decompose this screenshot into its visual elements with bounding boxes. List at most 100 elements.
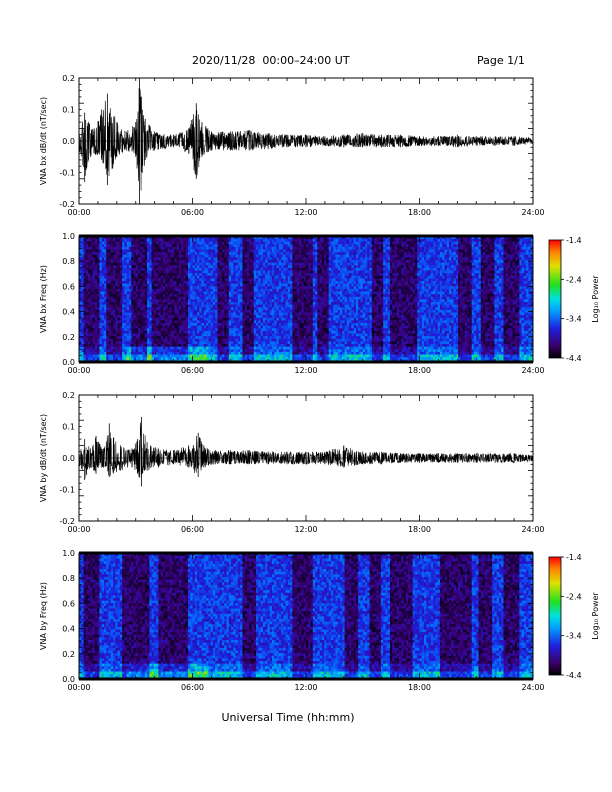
spectrogram-cell [160,246,164,250]
spectrogram-cell [233,272,237,276]
spectrogram-cell [258,356,261,360]
spectrogram-cell [117,296,121,300]
spectrogram-cell [306,309,309,313]
spectrogram-cell [94,236,98,240]
spectrogram-cell [167,301,171,305]
spectrogram-cell [174,293,178,297]
spectrogram-cell [153,351,157,355]
spectrogram-cell [92,338,96,342]
spectrogram-cell [119,264,123,268]
spectrogram-cell [117,288,121,292]
spectrogram-cell [103,257,107,261]
spectrogram-cell [147,327,150,331]
spectrogram-cell [158,251,162,255]
spectrogram-cell [201,348,205,352]
spectrogram-cell [115,249,118,253]
spectrogram-cell [192,264,196,268]
spectrogram-cell [169,254,173,258]
spectrogram-cell [94,275,98,279]
spectrogram-cell [262,314,266,318]
spectrogram-cell [269,264,273,268]
spectrogram-cell [201,306,205,310]
spectrogram-cell [124,330,128,334]
spectrogram-cell [83,320,87,324]
spectrogram-cell [287,306,291,310]
spectrogram-cell [215,280,218,284]
spectrogram-cell [165,291,168,295]
spectrogram-cell [208,264,212,268]
spectrogram-cell [290,330,293,334]
spectrogram-cell [287,288,291,292]
spectrogram-cell [181,341,184,345]
spectrogram-cell [192,262,196,266]
spectrogram-cell [306,238,309,242]
spectrogram-cell [251,285,255,289]
spectrogram-cell [208,304,212,308]
spectrogram-cell [249,299,252,303]
spectrogram-cell [228,270,232,274]
spectrogram-cell [94,283,98,287]
spectrogram-cell [88,236,91,240]
spectrogram-cell [90,270,94,274]
spectrogram-cell [217,254,221,258]
spectrogram-cell [269,291,273,295]
spectrogram-cell [92,341,96,345]
spectrogram-cell [292,341,296,345]
spectrogram-cell [274,278,277,282]
spectrogram-cell [151,259,155,263]
spectrogram-cell [260,341,264,345]
spectrogram-cell [290,251,293,255]
spectrogram-cell [85,293,89,297]
spectrogram-cell [299,293,302,297]
spectrogram-cell [187,241,191,245]
spectrogram-cell [271,354,275,358]
spectrogram-cell [285,251,289,255]
spectrogram-cell [99,317,103,321]
spectrogram-cell [138,306,141,310]
spectrogram-cell [251,264,255,268]
spectrogram-cell [138,283,141,287]
spectrogram-cell [244,356,248,360]
spectrogram-cell [249,275,252,279]
spectrogram-cell [290,356,293,360]
spectrogram-cell [113,304,116,308]
spectrogram-cell [124,288,128,292]
spectrogram-cell [131,296,134,300]
spectrogram-cell [251,299,255,303]
spectrogram-cell [167,327,171,331]
spectrogram-cell [156,283,159,287]
spectrogram-cell [81,301,84,305]
spectrogram-cell [222,309,225,313]
spectrogram-cell [194,283,198,287]
spectrogram-cell [79,296,82,300]
spectrogram-cell [176,304,180,308]
spectrogram-cell [208,338,212,342]
spectrogram-cell [253,278,257,282]
spectrogram-cell [219,291,223,295]
spectrogram-cell [99,236,103,240]
spectrogram-cell [162,348,166,352]
spectrogram-cell [192,356,196,360]
spectrogram-cell [149,320,153,324]
spectrogram-cell [99,314,103,318]
spectrogram-cell [299,330,302,334]
spectrogram-cell [181,275,184,279]
spectrogram-cell [233,243,237,247]
spectrogram-cell [135,348,139,352]
spectrogram-cell [301,280,305,284]
spectrogram-cell [138,301,141,305]
spectrogram-cell [126,343,130,347]
spectrogram-cell [160,296,164,300]
spectrogram-cell [290,283,293,287]
spectrogram-cell [156,343,159,347]
spectrogram-cell [299,299,302,303]
spectrogram-cell [115,309,118,313]
spectrogram-cell [165,249,168,253]
spectrogram-cell [101,272,105,276]
spectrogram-cell [103,293,107,297]
spectrogram-cell [242,309,246,313]
spectrogram-cell [83,299,87,303]
spectrogram-cell [133,296,137,300]
spectrogram-cell [208,333,212,337]
spectrogram-cell [281,264,284,268]
